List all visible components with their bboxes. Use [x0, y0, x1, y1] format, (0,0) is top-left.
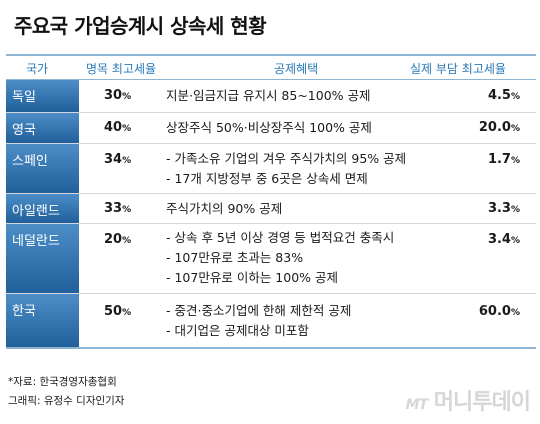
country-cell: 영국 — [6, 113, 79, 143]
graphic-credit: 그래픽: 유정수 디자인기자 — [8, 395, 125, 407]
nominal-rate: 50% — [104, 304, 132, 319]
actual-rate: 1.7% — [487, 152, 520, 167]
header-nominal-rate: 명목 최고세율 — [86, 62, 157, 76]
actual-rate: 60.0% — [478, 304, 520, 319]
nominal-rate: 33% — [104, 201, 132, 216]
table-row: 영국 40% 상장주식 50%·비상장주식 100% 공제 20.0% — [6, 113, 536, 144]
nominal-rate: 40% — [104, 120, 132, 135]
country-cell: 독일 — [6, 80, 79, 112]
publisher-logo: MT 머니투데이 — [405, 390, 531, 415]
benefit-text: 주식가치의 90% 공제 — [166, 201, 283, 216]
actual-rate: 4.5% — [487, 88, 520, 103]
table-row: 독일 30% 지분·임금지급 유지시 85~100% 공제 4.5% — [6, 80, 536, 113]
actual-rate: 3.4% — [487, 232, 520, 247]
country-cell: 네덜란드 — [6, 224, 79, 293]
header-actual-rate: 실제 부담 최고세율 — [410, 62, 506, 76]
nominal-rate: 34% — [104, 152, 132, 167]
table-row: 아일랜드 33% 주식가치의 90% 공제 3.3% — [6, 194, 536, 224]
country-cell: 한국 — [6, 294, 79, 347]
table-header: 국가 명목 최고세율 공제혜택 실제 부담 최고세율 — [6, 54, 536, 80]
nominal-rate: 30% — [104, 88, 132, 103]
benefit-text: - 상속 후 5년 이상 경영 등 법적요건 충족시 - 107만유로 초과는 … — [166, 230, 395, 285]
page-title: 주요국 가업승계시 상속세 현황 — [14, 14, 267, 38]
source-note: *자료: 한국경영자총협회 — [8, 376, 117, 388]
table-row: 한국 50% - 중견·중소기업에 한해 제한적 공제 - 대기업은 공제대상 … — [6, 294, 536, 349]
benefit-text: 지분·임금지급 유지시 85~100% 공제 — [166, 88, 371, 103]
benefit-text: - 중견·중소기업에 한해 제한적 공제 - 대기업은 공제대상 미포함 — [166, 303, 352, 338]
country-cell: 스페인 — [6, 144, 79, 193]
table-row: 네덜란드 20% - 상속 후 5년 이상 경영 등 법적요건 충족시 - 10… — [6, 224, 536, 294]
tax-table: 국가 명목 최고세율 공제혜택 실제 부담 최고세율 독일 30% 지분·임금지… — [6, 54, 536, 349]
table-row: 스페인 34% - 가족소유 기업의 겨우 주식가치의 95% 공제 - 17개… — [6, 144, 536, 194]
actual-rate: 3.3% — [487, 201, 520, 216]
benefit-text: - 가족소유 기업의 겨우 주식가치의 95% 공제 - 17개 지방정부 중 … — [166, 151, 407, 186]
header-benefit: 공제혜택 — [274, 62, 319, 76]
benefit-text: 상장주식 50%·비상장주식 100% 공제 — [166, 120, 372, 135]
country-cell: 아일랜드 — [6, 194, 79, 223]
nominal-rate: 20% — [104, 232, 132, 247]
actual-rate: 20.0% — [478, 120, 520, 135]
header-country: 국가 — [26, 62, 49, 76]
